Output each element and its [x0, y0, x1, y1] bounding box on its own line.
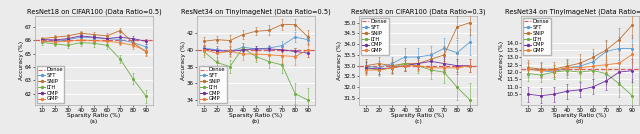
Title: ResNet34 on TinyImageNet (Data Ratio=0.3): ResNet34 on TinyImageNet (Data Ratio=0.3…: [505, 9, 640, 16]
X-axis label: Sparsity Ratio (%)
(b): Sparsity Ratio (%) (b): [229, 113, 283, 124]
Legend: Dense, SFT, SNIP, LTH, OMP, GMP: Dense, SFT, SNIP, LTH, OMP, GMP: [523, 18, 550, 55]
Title: ResNet18 on CIFAR100 (Data Ratio=0.5): ResNet18 on CIFAR100 (Data Ratio=0.5): [26, 9, 161, 16]
Y-axis label: Accuracy (%): Accuracy (%): [337, 41, 342, 80]
Legend: Dense, SFT, SNIP, LTH, OMP, GMP: Dense, SFT, SNIP, LTH, OMP, GMP: [361, 18, 388, 55]
Legend: Dense, SFT, SNIP, LTH, OMP, GMP: Dense, SFT, SNIP, LTH, OMP, GMP: [36, 66, 65, 103]
Y-axis label: Accuracy (%): Accuracy (%): [180, 41, 186, 80]
X-axis label: Sparsity Ratio (%)
(d): Sparsity Ratio (%) (d): [554, 113, 607, 124]
Title: ResNet18 on CIFAR100 (Data Ratio=0.3): ResNet18 on CIFAR100 (Data Ratio=0.3): [351, 9, 485, 16]
Y-axis label: Accuracy (%): Accuracy (%): [499, 41, 504, 80]
Legend: Dense, SFT, SNIP, LTH, OMP, GMP: Dense, SFT, SNIP, LTH, OMP, GMP: [199, 66, 227, 103]
X-axis label: Sparsity Ratio (%)
(a): Sparsity Ratio (%) (a): [67, 113, 120, 124]
Title: ResNet34 on TinyImageNet (Data Ratio=0.5): ResNet34 on TinyImageNet (Data Ratio=0.5…: [181, 9, 331, 16]
X-axis label: Sparsity Ratio (%)
(c): Sparsity Ratio (%) (c): [391, 113, 445, 124]
Y-axis label: Accuracy (%): Accuracy (%): [19, 41, 24, 80]
